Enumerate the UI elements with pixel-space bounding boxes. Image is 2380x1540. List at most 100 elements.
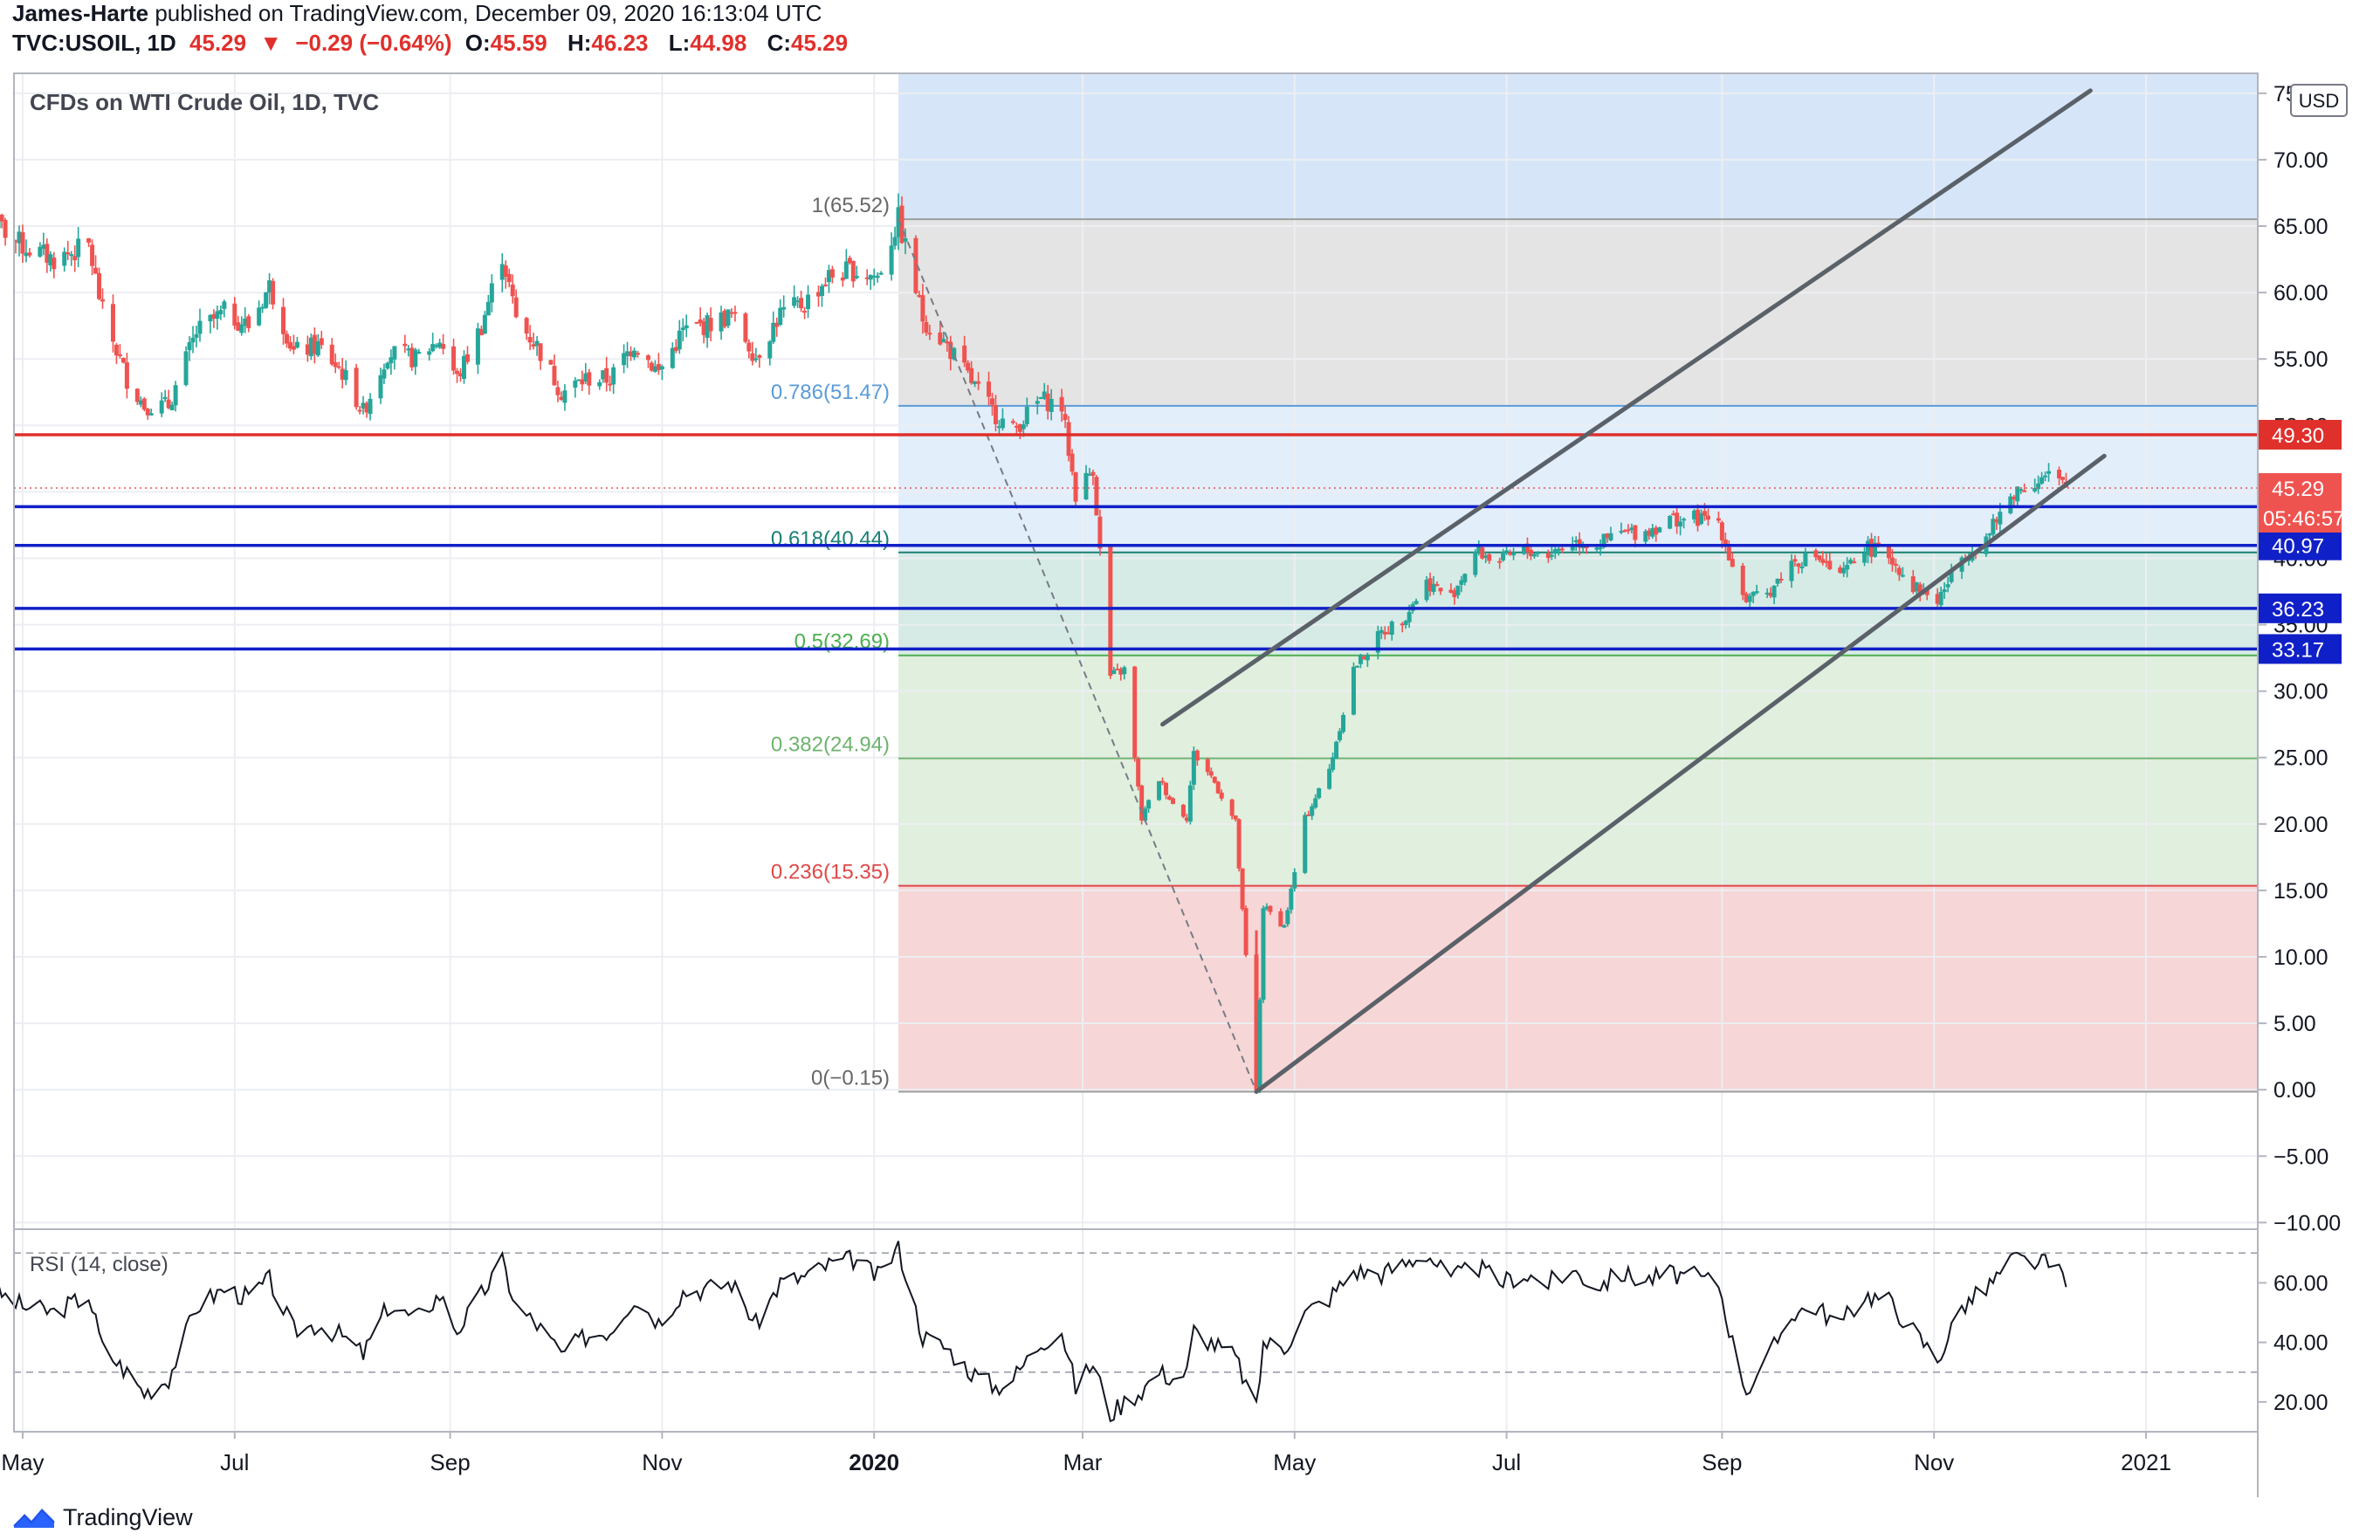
candle-body [1577, 539, 1582, 548]
candle-body [729, 312, 734, 314]
candle-body [2022, 490, 2027, 492]
candle-body [677, 330, 682, 350]
candle-body [1386, 632, 1391, 635]
candle-body [1073, 471, 1078, 502]
candle-body [1334, 741, 1339, 760]
candle-body [948, 341, 953, 360]
candle-body [962, 345, 967, 363]
candle-body [1654, 527, 1659, 535]
candle-body [169, 404, 175, 410]
candle-body [65, 251, 71, 255]
price-tag-label: 40.97 [2272, 535, 2324, 559]
candle-body [208, 315, 213, 321]
candle-body [110, 304, 115, 342]
candle-body [113, 344, 119, 356]
candle-body [1570, 544, 1575, 551]
candle-body [368, 398, 373, 415]
fib-trend-dashed-line [898, 218, 1257, 1092]
tradingview-logo-icon [13, 1509, 55, 1528]
candle-body [534, 340, 540, 347]
x-tick-label: Jul [1492, 1449, 1521, 1475]
candle-body [1292, 872, 1297, 889]
candle-body [1191, 751, 1196, 785]
candle-body [52, 258, 57, 270]
candle-body [315, 340, 320, 356]
candle-body [76, 238, 81, 258]
candle-body [1017, 423, 1022, 432]
candle-body [1139, 785, 1145, 821]
rsi-line [0, 1241, 2067, 1423]
candle-body [1852, 561, 1857, 564]
candle-body [1205, 759, 1210, 773]
candle-body [1629, 527, 1634, 531]
candle-body [437, 342, 443, 348]
candle-body [2012, 496, 2017, 500]
candle-body [1647, 530, 1652, 536]
candle-body [597, 382, 602, 387]
x-tick-label: 2021 [2121, 1449, 2171, 1475]
candle-body [378, 375, 383, 399]
candle-body [524, 318, 529, 334]
y-tick-label: 20.00 [2273, 813, 2328, 837]
y-tick-label: −5.00 [2273, 1145, 2328, 1169]
candle-body [1650, 528, 1655, 537]
candle-body [969, 368, 974, 383]
candle-body [2056, 470, 2061, 478]
candle-body [27, 252, 32, 256]
candle-body [843, 261, 849, 279]
footer-brand[interactable]: TradingView [12, 1500, 193, 1535]
candle-body [336, 366, 341, 368]
candle-body [976, 381, 981, 384]
price-tag-label: 36.23 [2272, 598, 2324, 622]
author-name[interactable]: James-Harte [12, 0, 149, 26]
candle-body [1379, 629, 1384, 634]
candle-body [781, 306, 787, 310]
candle-body [767, 341, 773, 359]
candle-body [1886, 546, 1891, 559]
candle-body [271, 280, 276, 305]
candle-body [913, 237, 918, 293]
rsi-tick-label: 60.00 [2273, 1271, 2328, 1296]
candle-body [701, 321, 706, 335]
candle-body [413, 349, 418, 368]
candle-body [1545, 553, 1551, 559]
candle-body [1827, 560, 1833, 569]
candle-body [1087, 473, 1092, 476]
candle-body [802, 311, 808, 313]
candle-body [333, 361, 338, 368]
candle-body [1038, 396, 1043, 399]
candle-body [1115, 668, 1120, 670]
candle-body [138, 400, 143, 405]
candle-body [1261, 908, 1266, 1000]
candle-body [489, 283, 494, 303]
candle-body [340, 368, 345, 380]
candle-body [1910, 576, 1916, 593]
candle-body [795, 300, 801, 303]
chart-canvas[interactable]: 1(65.52)0.786(51.47)0.618(40.44)0.5(32.6… [0, 0, 2380, 1497]
candle-body [829, 269, 835, 278]
candle-body [806, 294, 811, 309]
candle-body [1455, 585, 1461, 595]
candle-body [1747, 595, 1752, 602]
candle-body [850, 260, 856, 282]
candle-body [475, 328, 480, 365]
candle-body [1403, 621, 1408, 625]
candle-body [134, 388, 140, 402]
candle-body [733, 312, 738, 314]
candle-body [243, 318, 248, 327]
currency-button[interactable]: USD [2290, 84, 2348, 117]
candle-body [1924, 588, 1929, 595]
candle-body [1896, 567, 1902, 575]
candle-body [1900, 574, 1905, 577]
candle-body [24, 252, 29, 257]
candle-body [1024, 407, 1029, 424]
y-tick-label: 10.00 [2273, 945, 2328, 970]
candle-body [1338, 731, 1343, 740]
candle-body [1531, 553, 1537, 557]
candle-body [778, 307, 783, 326]
candle-body [1535, 552, 1540, 554]
candle-body [222, 301, 227, 309]
candle-body [1132, 666, 1138, 758]
candle-body [1889, 557, 1895, 565]
candle-body [464, 354, 470, 362]
